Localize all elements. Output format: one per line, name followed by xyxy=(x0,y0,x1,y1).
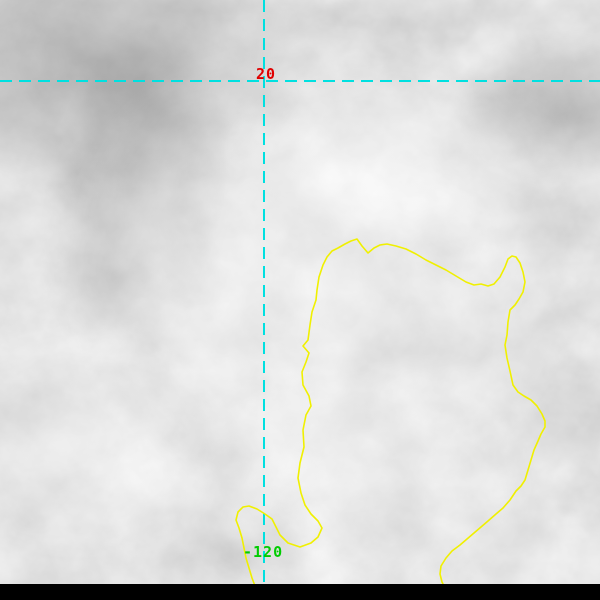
longitude-label: -120 xyxy=(243,543,284,561)
bright-cloud-bottomcenter xyxy=(150,355,540,600)
status-bar: 1 0001 HIMAWARI-8 3 15 SEP 18258 010000 … xyxy=(0,584,600,600)
bright-band-north xyxy=(215,60,585,250)
coastline xyxy=(235,238,546,594)
latitude-label: 20 xyxy=(256,65,277,83)
